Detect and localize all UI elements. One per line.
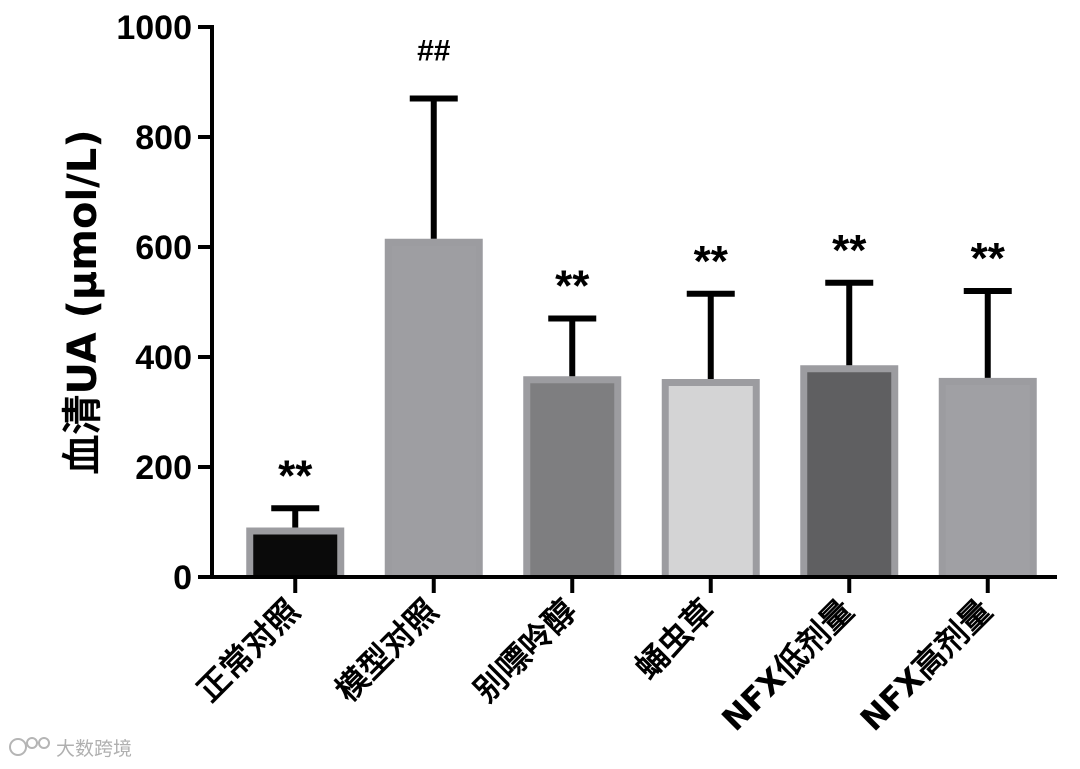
x-tick-label: 别嘌呤醇 — [467, 592, 584, 709]
y-tick-label: 1000 — [116, 9, 192, 47]
significance-label: ** — [971, 234, 1006, 283]
x-tick-label: 模型对照 — [328, 592, 445, 709]
significance-label: ** — [832, 226, 867, 275]
x-tick-label: 正常对照 — [190, 592, 307, 709]
significance-label: ** — [278, 451, 313, 500]
x-tick-label: NFX低剂量 — [714, 592, 861, 739]
y-tick-label: 800 — [135, 119, 192, 157]
y-tick-label: 200 — [135, 449, 192, 487]
bar — [391, 245, 476, 577]
error-bars — [271, 95, 1012, 528]
significance-labels: ** ## ** ** ** ** — [278, 35, 1006, 501]
y-axis: 0 200 400 600 800 1000 — [116, 9, 214, 597]
bar — [807, 372, 892, 577]
y-tick-label: 600 — [135, 229, 192, 267]
significance-label: ## — [417, 35, 451, 68]
bar — [668, 386, 753, 577]
y-tick-label: 0 — [173, 559, 192, 597]
bar — [530, 383, 615, 577]
y-tick-label: 400 — [135, 339, 192, 377]
x-tick-label: 蛹虫草 — [628, 592, 723, 687]
y-axis-label: 血清UA (μmol/L) — [60, 129, 106, 474]
x-tick-label: NFX高剂量 — [853, 592, 1000, 739]
bars — [246, 238, 1037, 577]
bar — [945, 384, 1030, 577]
logo-icon — [9, 737, 50, 756]
bar — [253, 534, 338, 577]
watermark: 大数跨境 — [9, 737, 132, 760]
watermark-text: 大数跨境 — [56, 738, 132, 760]
significance-label: ** — [555, 262, 590, 311]
significance-label: ** — [694, 237, 729, 286]
